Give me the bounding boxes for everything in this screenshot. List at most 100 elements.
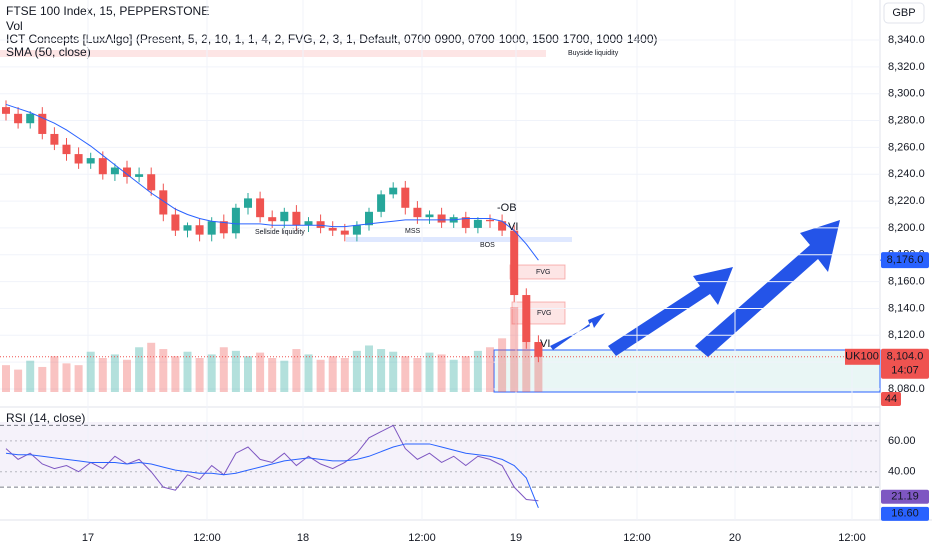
- candle-body: [340, 230, 349, 235]
- x-tick-label: 20: [729, 532, 741, 544]
- rsi-line: [5, 424, 539, 502]
- candle-body: [207, 221, 216, 235]
- volume-bar: [352, 350, 361, 392]
- y-tick-label: 8,220.0: [888, 195, 925, 207]
- x-tick-label: 12:00: [838, 532, 866, 544]
- y-tick-label: 8,320.0: [888, 61, 925, 73]
- volume-bar: [147, 342, 156, 392]
- x-tick-label: 19: [510, 532, 522, 544]
- annotation: Buyside liquidity: [568, 50, 619, 57]
- candle-body: [461, 217, 470, 228]
- y-tick-label: 8,160.0: [888, 276, 925, 288]
- arrow: [695, 220, 840, 357]
- fvg-box: [509, 264, 566, 280]
- liquidity-zone: [346, 237, 572, 242]
- candle-body: [413, 207, 422, 218]
- y-tick-label: 8,140.0: [888, 302, 925, 314]
- volume-bar: [425, 352, 434, 392]
- candle-body: [244, 198, 252, 208]
- candle-body: [50, 133, 59, 145]
- candle-body: [352, 225, 361, 235]
- annotation: MSS: [405, 228, 421, 235]
- liquidity-zone: [0, 50, 546, 57]
- candle-body: [510, 230, 519, 296]
- y-tick-label: 8,080.0: [888, 383, 925, 395]
- x-tick-label: 12:00: [408, 532, 436, 544]
- currency[interactable]: GBP: [892, 7, 915, 19]
- candle-body: [171, 214, 180, 231]
- sma-last-label: 8,176.0: [887, 254, 924, 266]
- volume-bar: [135, 347, 144, 392]
- volume-bar: [38, 366, 47, 392]
- volume-bar: [401, 356, 410, 392]
- volume-bar: [292, 349, 301, 392]
- annotation: Sellside liquidity: [255, 229, 305, 236]
- volume-bar: [123, 359, 131, 392]
- annotation: BOS: [480, 242, 495, 249]
- volume-bar: [26, 360, 35, 392]
- x-tick-label: 18: [297, 532, 309, 544]
- candle-body: [473, 219, 482, 228]
- volume-bar: [340, 358, 349, 392]
- volume-bar: [159, 349, 168, 392]
- sma-last-label-bg: [881, 252, 929, 269]
- x-tick-label: 12:00: [623, 532, 651, 544]
- volume-bar: [328, 356, 337, 392]
- annotation: VI: [508, 221, 518, 233]
- x-tick-label: 12:00: [193, 532, 221, 544]
- volume-bar: [74, 365, 83, 392]
- volume-bar: [486, 347, 494, 392]
- rsi-band: [0, 422, 880, 486]
- volume-bar: [304, 354, 313, 392]
- candle-body: [437, 214, 446, 223]
- y-tick-label: 8,300.0: [888, 88, 925, 100]
- volume-bar: [256, 352, 265, 392]
- volume-bar: [195, 358, 204, 392]
- y-tick-label: 8,120.0: [888, 329, 925, 341]
- rsi-value-bg: [881, 506, 929, 521]
- candle-body: [316, 221, 325, 228]
- symbol-bg: [845, 348, 880, 365]
- volume-bar: [98, 358, 107, 392]
- volume-last-bg: [881, 392, 901, 406]
- candle-body: [110, 167, 119, 175]
- candle-body: [2, 107, 10, 114]
- last-price-label: 8,104.0: [887, 351, 924, 363]
- volume-bar: [473, 350, 482, 392]
- legend-line: SMA (50, close): [6, 45, 91, 59]
- volume-bar: [231, 350, 240, 392]
- candle-body: [98, 158, 107, 175]
- chart-title: FTSE 100 Index, 15, PEPPERSTONE: [6, 4, 209, 18]
- candle-body: [280, 211, 289, 222]
- volume-bar: [522, 320, 531, 392]
- rsi-value: 21.19: [891, 491, 919, 503]
- volume-bar: [377, 349, 386, 392]
- currency-button[interactable]: [883, 2, 925, 24]
- rsi-tick-label: 40.00: [888, 466, 916, 478]
- candle-body: [14, 113, 23, 124]
- volume-bar: [510, 307, 519, 392]
- candle-body: [377, 194, 386, 212]
- candle-body: [219, 221, 228, 234]
- candle-body: [123, 167, 131, 177]
- arrow: [608, 267, 733, 356]
- y-tick-label: 8,280.0: [888, 114, 925, 126]
- volume-bar: [449, 359, 458, 392]
- candle-body: [498, 221, 507, 231]
- volume-bar: [171, 356, 180, 392]
- candle-body: [86, 158, 95, 164]
- volume-bar: [219, 347, 228, 392]
- volume-bar: [268, 358, 277, 392]
- candle-body: [401, 187, 410, 208]
- candle-body: [304, 221, 313, 226]
- annotation: VI: [540, 338, 550, 350]
- candle-body: [534, 342, 543, 357]
- volume-bar: [389, 351, 398, 392]
- rsi-line: [5, 443, 539, 509]
- legend-line: Vol: [6, 19, 23, 33]
- volume-bar: [207, 354, 216, 392]
- x-tick-label: 17: [82, 532, 94, 544]
- candle-body: [26, 113, 35, 124]
- volume-bar: [14, 369, 23, 392]
